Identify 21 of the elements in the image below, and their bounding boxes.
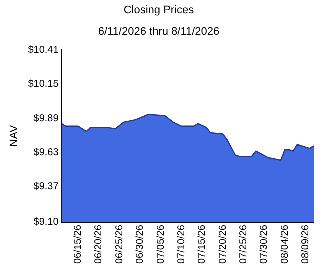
y-tick-label: $10.15	[28, 79, 60, 90]
x-tick-label: 07/25/26	[238, 224, 250, 264]
x-tick-label: 07/15/26	[197, 224, 208, 264]
x-tick-label: 07/05/26	[156, 224, 167, 264]
x-tick-label: 06/25/26	[114, 224, 126, 264]
chart-title: Closing Prices	[124, 4, 195, 17]
x-tick-label: 08/04/26	[280, 224, 291, 264]
y-tick-label: $9.63	[34, 147, 60, 158]
x-tick-label: 07/30/26	[259, 224, 270, 264]
x-tick-label: 06/30/26	[135, 224, 146, 264]
x-tick-label: 07/10/26	[176, 224, 188, 264]
y-tick-label: $10.41	[28, 45, 60, 56]
y-tick-label: $9.10	[34, 216, 60, 228]
x-tick-label: 07/20/26	[218, 224, 229, 264]
x-tick-label: 06/15/26	[73, 224, 84, 264]
y-axis-title: NAV	[8, 124, 21, 148]
y-tick-label: $9.37	[34, 181, 60, 192]
chart-subtitle: 6/11/2026 thru 8/11/2026	[98, 26, 220, 38]
y-tick-label: $9.89	[34, 113, 60, 124]
x-tick-label: 06/20/26	[94, 224, 105, 264]
x-tick-label: 08/09/26	[300, 224, 312, 264]
